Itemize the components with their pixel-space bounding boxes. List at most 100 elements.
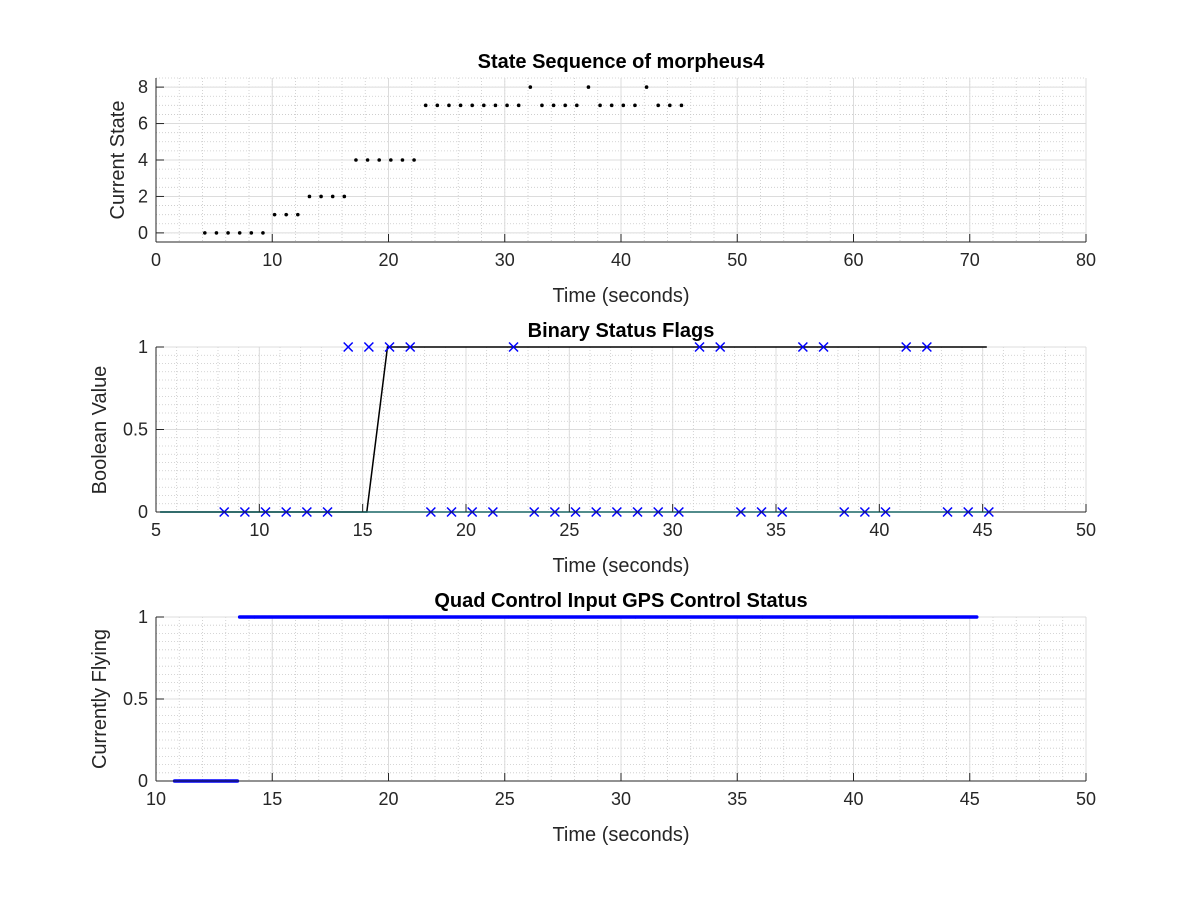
chart-title: Binary Status Flags (528, 320, 715, 342)
y-tick-label: 1 (138, 607, 148, 627)
chart-title: State Sequence of morpheus4 (478, 51, 766, 73)
x-tick-label: 40 (611, 250, 631, 270)
chart-title: Quad Control Input GPS Control Status (434, 590, 807, 612)
data-point (319, 194, 323, 199)
x-tick-label: 30 (663, 520, 683, 540)
y-axis-label: Current State (107, 101, 129, 220)
data-point (354, 158, 358, 162)
x-tick-label: 10 (262, 250, 282, 270)
data-point (389, 158, 393, 162)
data-point (458, 103, 463, 108)
data-point-x-marker (343, 341, 354, 353)
data-point (435, 103, 440, 108)
y-tick-label: 0 (138, 771, 148, 791)
x-tick-label: 5 (151, 520, 161, 540)
y-axis-label: Boolean Value (89, 366, 111, 495)
x-tick-label: 0 (151, 250, 161, 270)
data-point (551, 103, 556, 108)
data-point-x-marker (694, 341, 705, 353)
data-point-x-marker (405, 341, 416, 353)
x-tick-label: 30 (611, 789, 631, 809)
data-point (668, 103, 672, 108)
x-tick-label: 70 (960, 250, 980, 270)
y-tick-label: 1 (138, 337, 148, 357)
data-point-x-marker (797, 341, 808, 353)
x-tick-label: 25 (495, 789, 515, 809)
x-tick-label: 10 (146, 789, 166, 809)
data-point-x-marker (363, 341, 374, 353)
y-tick-label: 8 (138, 77, 148, 97)
data-point (482, 103, 486, 108)
data-point (412, 158, 416, 162)
data-point (237, 231, 242, 235)
subplot-gps-control: Quad Control Input GPS Control Status 10… (89, 590, 1096, 846)
y-axis-label: Currently Flying (89, 629, 111, 769)
x-tick-label: 35 (766, 520, 786, 540)
data-point (400, 158, 405, 162)
y-tick-label: 2 (138, 186, 148, 206)
data-point (586, 85, 591, 89)
data-point (974, 615, 979, 619)
data-point (679, 103, 684, 108)
data-point (656, 103, 660, 108)
plot-area: 5 10 15 20 25 30 35 40 45 50 0 0.5 1 (123, 337, 1096, 540)
data-point (203, 231, 207, 235)
plot-area: 10 15 20 25 30 35 40 45 50 0 0.5 1 (123, 607, 1096, 809)
x-tick-label: 20 (378, 250, 398, 270)
plot-area: 0 10 20 30 40 50 60 70 80 0 2 4 6 8 (138, 77, 1096, 270)
data-point (575, 103, 579, 108)
data-point (644, 85, 649, 89)
x-tick-label: 30 (495, 250, 515, 270)
data-point (272, 212, 277, 217)
x-tick-label: 15 (262, 789, 282, 809)
x-tick-label: 60 (843, 250, 863, 270)
y-tick-label: 0.5 (123, 689, 148, 709)
x-tick-label: 25 (559, 520, 579, 540)
y-tick-label: 0 (138, 502, 148, 522)
data-point (609, 103, 614, 108)
subplot-state-sequence: State Sequence of morpheus4 0 10 20 30 40 50 6… (107, 51, 1096, 307)
x-axis-label: Time (seconds) (552, 555, 689, 577)
subplot-binary-flags: Binary Status Flags 5 10 15 20 25 30 35 40 45 500… (89, 320, 1096, 577)
x-tick-label: 45 (960, 789, 980, 809)
x-tick-label: 40 (843, 789, 863, 809)
x-tick-label: 40 (869, 520, 889, 540)
data-point (330, 194, 335, 199)
data-point-x-marker (715, 341, 726, 353)
data-point (284, 212, 289, 217)
y-tick-label: 4 (138, 150, 148, 170)
data-point (342, 194, 347, 199)
data-point (249, 231, 254, 235)
data-point-x-marker (921, 341, 932, 353)
data-point (633, 103, 637, 108)
y-tick-label: 6 (138, 114, 148, 134)
data-point (528, 85, 533, 89)
x-axis-label: Time (seconds) (552, 285, 689, 307)
x-tick-label: 50 (1076, 520, 1096, 540)
y-tick-label: 0.5 (123, 420, 148, 440)
x-tick-label: 15 (353, 520, 373, 540)
x-tick-label: 10 (249, 520, 269, 540)
data-point (493, 103, 498, 108)
data-point (540, 103, 544, 108)
data-point (598, 103, 602, 108)
x-tick-label: 20 (378, 789, 398, 809)
data-point (447, 103, 451, 108)
data-point (214, 231, 219, 235)
data-point (377, 158, 382, 162)
x-tick-label: 45 (973, 520, 993, 540)
y-tick-label: 0 (138, 223, 148, 243)
data-point (470, 103, 475, 108)
data-point (307, 194, 312, 199)
data-point (621, 103, 626, 108)
data-point (365, 158, 370, 162)
data-point (261, 231, 265, 235)
data-point (296, 212, 300, 217)
data-point-x-marker (384, 341, 395, 353)
data-point-x-marker (818, 341, 829, 353)
data-point (563, 103, 567, 108)
x-tick-label: 20 (456, 520, 476, 540)
data-point (516, 103, 521, 108)
data-point-x-marker (508, 341, 519, 353)
